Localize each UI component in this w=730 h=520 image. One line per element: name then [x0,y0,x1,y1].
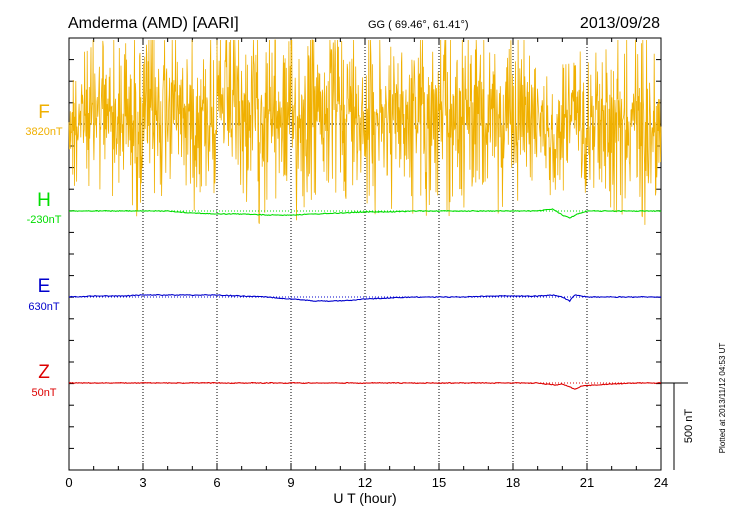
component-z-baseline-value: 50nT [31,387,56,399]
component-e-label: E [38,276,51,297]
x-tick-label-24: 24 [654,475,668,490]
trace-f [68,39,662,225]
component-h-label: H [37,190,51,211]
trace-h [69,208,662,219]
scale-bar-label: 500 nT [683,409,695,444]
component-e-baseline-value: 630nT [28,301,59,313]
component-labels: F 3820nT H -230nT E 630nT Z 50nT [25,102,63,399]
component-f-baseline-value: 3820nT [25,126,63,138]
x-tick-label-9: 9 [287,475,294,490]
x-tick-label-3: 3 [139,475,146,490]
component-f-label: F [38,102,50,123]
geographic-coords: GG ( 69.46°, 61.41°) [368,19,469,31]
x-tick-label-12: 12 [358,475,372,490]
x-tick-label-0: 0 [65,475,72,490]
plot-date: 2013/09/28 [580,15,660,32]
trace-e [68,293,662,303]
trace-z [68,381,662,390]
plotted-at-note: Plotted at 2013/11/12 04:53 UT [718,343,727,454]
x-axis-label: U T (hour) [333,490,396,506]
x-tick-labels: 0 3 6 9 12 15 18 21 24 [65,475,668,490]
station-title: Amderma (AMD) [AARI] [68,15,239,32]
component-traces [68,39,662,390]
component-h-baseline-value: -230nT [27,214,62,226]
x-tick-label-15: 15 [432,475,446,490]
x-tick-label-21: 21 [580,475,594,490]
x-tick-label-6: 6 [213,475,220,490]
component-z-label: Z [38,362,50,383]
x-tick-label-18: 18 [506,475,520,490]
